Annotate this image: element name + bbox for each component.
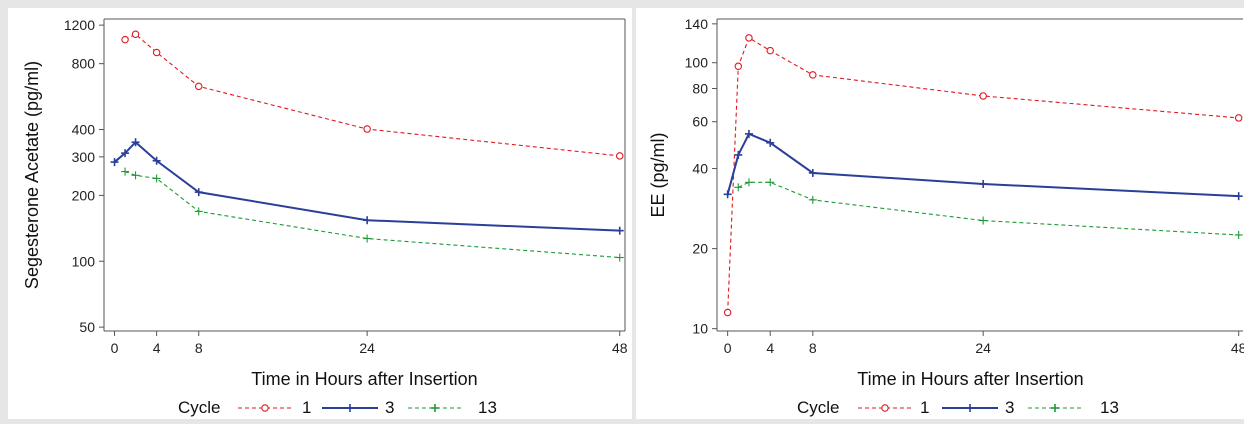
legend: Cycle 1 3 13: [178, 398, 497, 417]
y-axis-label: Segesterone Acetate (pg/ml): [22, 61, 42, 289]
x-tick-label: 4: [153, 340, 161, 356]
series-1: [121, 30, 624, 160]
x-tick-label: 4: [766, 340, 774, 356]
x-tick-label: 24: [975, 340, 991, 356]
data-point-plus: [766, 178, 775, 187]
x-tick-label: 48: [612, 340, 628, 356]
data-point-circle: [734, 62, 743, 70]
series-3: [110, 138, 624, 235]
x-tick-label: 8: [195, 340, 203, 356]
data-point-plus: [194, 207, 203, 216]
data-point-plus: [766, 138, 775, 147]
data-point-plus: [744, 129, 753, 138]
x-tick-label: 0: [111, 340, 119, 356]
legend-item-1: 1: [858, 398, 929, 417]
data-point-plus: [734, 150, 743, 159]
y-tick-label: 400: [72, 122, 96, 138]
data-point-circle: [152, 48, 161, 57]
y-tick-label: 80: [692, 80, 708, 96]
y-tick-label: 50: [79, 319, 95, 335]
data-point-plus: [979, 179, 988, 188]
data-point-circle: [766, 46, 774, 55]
data-point-circle: [723, 308, 732, 317]
data-point-circle: [615, 152, 624, 160]
data-point-plus: [152, 156, 161, 165]
y-tick-label: 100: [72, 253, 96, 269]
legend-label: 3: [1005, 398, 1014, 417]
data-point-plus: [808, 195, 817, 204]
y-axis-label: EE (pg/ml): [648, 132, 668, 217]
data-point-circle: [809, 71, 817, 79]
data-point-plus: [363, 234, 372, 243]
data-point-circle: [1234, 114, 1243, 122]
y-tick-label: 100: [685, 55, 709, 71]
legend-label: 1: [920, 398, 929, 417]
legend-marker-circle: [261, 404, 269, 412]
legend-title: Cycle: [797, 398, 840, 417]
series-13: [734, 178, 1243, 240]
data-point-plus: [121, 167, 130, 176]
data-point-plus: [152, 174, 161, 183]
x-tick-label: 0: [724, 340, 732, 356]
data-point-circle: [363, 125, 371, 133]
legend-label: 1: [302, 398, 311, 417]
data-point-plus: [744, 178, 753, 187]
y-tick-label: 300: [72, 149, 96, 165]
y-tick-label: 800: [72, 56, 96, 72]
data-point-plus: [734, 183, 743, 192]
legend: Cycle 1 3 13: [797, 398, 1119, 417]
data-point-plus: [1234, 231, 1243, 240]
y-tick-label: 1200: [64, 17, 95, 33]
legend-label: 13: [1100, 398, 1119, 417]
right-panel: [636, 8, 1244, 419]
data-point-plus: [615, 226, 624, 235]
x-axis-label: Time in Hours after Insertion: [857, 369, 1083, 389]
y-tick-label: 140: [685, 16, 709, 32]
data-point-plus: [194, 188, 203, 197]
legend-marker-circle: [881, 404, 889, 412]
data-point-plus: [723, 190, 732, 199]
legend-item-13: 13: [408, 398, 497, 417]
y-tick-label: 60: [692, 114, 708, 130]
data-point-plus: [131, 171, 140, 180]
y-tick-label: 200: [72, 187, 96, 203]
data-point-plus: [110, 158, 119, 167]
data-point-circle: [131, 30, 140, 39]
y-tick-label: 40: [692, 161, 708, 177]
x-tick-label: 24: [359, 340, 375, 356]
legend-item-3: 3: [322, 398, 394, 417]
x-tick-label: 8: [809, 340, 817, 356]
series-13: [121, 167, 624, 262]
x-tick-label: 48: [1231, 340, 1244, 356]
y-tick-label: 10: [692, 321, 708, 337]
data-point-plus: [979, 216, 988, 225]
legend-label: 3: [385, 398, 394, 417]
data-point-plus: [363, 216, 372, 225]
series-line-13: [738, 181, 1239, 236]
data-point-circle: [194, 82, 203, 91]
x-axis-label: Time in Hours after Insertion: [251, 369, 477, 389]
data-point-plus: [808, 168, 817, 177]
legend-item-13: 13: [1028, 398, 1119, 417]
data-point-plus: [615, 253, 624, 262]
legend-title: Cycle: [178, 398, 221, 417]
data-point-plus: [1234, 192, 1243, 201]
legend-item-1: 1: [238, 398, 311, 417]
left-panel: [8, 8, 632, 419]
legend-label: 13: [478, 398, 497, 417]
series-line-13: [124, 171, 620, 259]
data-point-plus: [121, 149, 130, 158]
data-point-plus: [131, 138, 140, 147]
data-point-circle: [979, 92, 987, 100]
series-1: [723, 34, 1243, 317]
data-point-circle: [745, 34, 753, 42]
series-3: [723, 129, 1243, 201]
data-point-circle: [121, 35, 129, 44]
y-tick-label: 20: [692, 241, 708, 257]
legend-item-3: 3: [942, 398, 1014, 417]
